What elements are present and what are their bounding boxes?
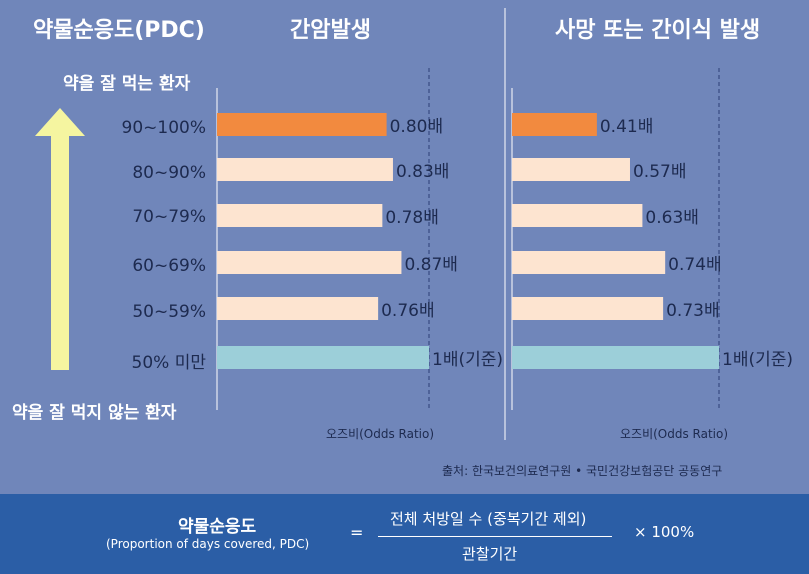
poor-adherence-label: 약을 잘 먹지 않는 환자 [12,403,177,423]
panel1-bar-2 [217,158,393,181]
formula-multiplier: × 100% [634,523,695,541]
panel2-value-label-3: 0.63배 [645,208,699,228]
category-label: 60~69% [132,256,206,276]
formula-panel [0,494,809,574]
formula-numerator: 전체 처방일 수 (중복기간 제외) [390,510,587,528]
fraction-line [378,536,612,537]
category-label: 80~90% [132,163,206,183]
panel1-bar-5 [217,297,379,320]
panel2-bar-6 [512,346,719,369]
panel2-title: 사망 또는 간이식 발생 [555,18,761,43]
formula-equals: = [350,523,364,542]
panel1-value-label-6: 1배(기준) [432,350,503,370]
panel1-value-label-2: 0.83배 [396,162,450,182]
category-label: 70~79% [132,207,206,227]
panel1-bar-3 [217,204,383,227]
up-arrow-icon [35,108,85,370]
panel1-value-label-4: 0.87배 [404,255,458,275]
source-note: 출처: 한국보건의료연구원 • 국민건강보험공단 공동연구 [442,464,723,478]
good-adherence-label: 약을 잘 먹는 환자 [63,74,191,94]
formula-lhs-subtitle: (Proportion of days covered, PDC) [106,537,310,551]
panel1-bar-1 [217,113,387,136]
panel1-value-label-3: 0.78배 [385,208,439,228]
panel2-value-label-1: 0.41배 [600,117,654,137]
formula-lhs-title: 약물순응도 [178,517,257,537]
panel2-value-label-5: 0.73배 [666,301,720,321]
category-label: 50% 미만 [131,353,206,373]
panel1-title: 간암발생 [290,18,371,43]
panel2-value-label-6: 1배(기준) [722,350,793,370]
panel2-bar-2 [512,158,630,181]
panel1-bar-4 [217,251,402,274]
formula-denominator: 관찰기간 [462,545,518,563]
pdc-column-title: 약물순응도(PDC) [33,18,205,43]
panel1-value-label-5: 0.76배 [381,301,435,321]
panel2-bar-5 [512,297,664,320]
panel2-value-label-4: 0.74배 [668,255,722,275]
category-label: 90~100% [121,118,206,138]
panel2-value-label-2: 0.57배 [633,162,687,182]
panel2-bar-4 [512,251,666,274]
panel1-value-label-1: 0.80배 [390,117,444,137]
panel2-bar-3 [512,204,643,227]
panel1-x-axis-title: 오즈비(Odds Ratio) [326,427,435,441]
charts: 0.80배 0.83배 0.78배 0.87배 0.76배 1배(기준) 0.41배 0.57… [216,8,793,440]
panel2-x-axis-title: 오즈비(Odds Ratio) [620,427,729,441]
panel1-bar-6 [217,346,429,369]
category-label: 50~59% [132,302,206,322]
panel2-bar-1 [512,113,597,136]
